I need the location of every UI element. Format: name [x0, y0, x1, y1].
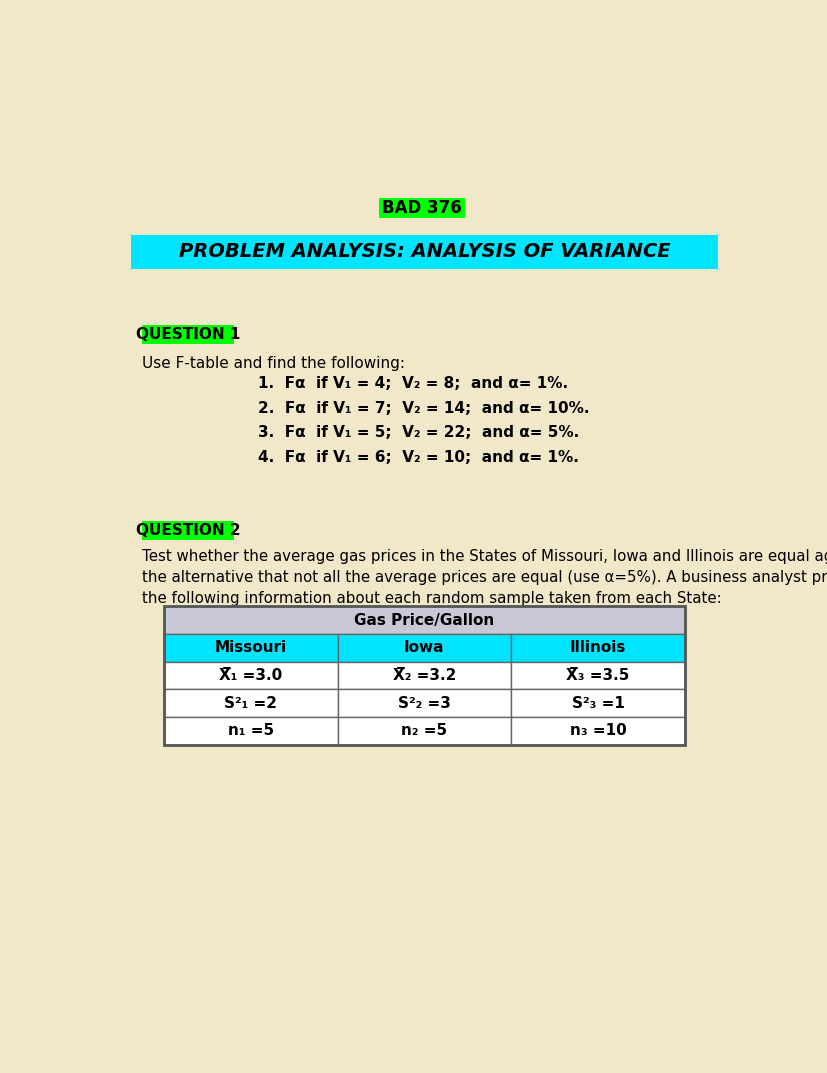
Text: Gas Price/Gallon: Gas Price/Gallon [354, 613, 494, 628]
Text: 2.  Fα  if V₁ = 7;  V₂ = 14;  and α= 10%.: 2. Fα if V₁ = 7; V₂ = 14; and α= 10%. [258, 400, 590, 415]
Text: X̅₂ =3.2: X̅₂ =3.2 [392, 668, 456, 682]
Text: Use F-table and find the following:: Use F-table and find the following: [142, 356, 404, 371]
Bar [164, 662, 337, 689]
Text: 4.  Fα  if V₁ = 6;  V₂ = 10;  and α= 1%.: 4. Fα if V₁ = 6; V₂ = 10; and α= 1%. [258, 450, 579, 465]
Bar [510, 634, 684, 662]
Text: Illinois: Illinois [569, 641, 625, 656]
Bar [142, 325, 233, 343]
Text: QUESTION 2: QUESTION 2 [136, 524, 240, 539]
Text: n₂ =5: n₂ =5 [401, 723, 447, 738]
Text: BAD 376: BAD 376 [382, 200, 461, 217]
Bar [337, 634, 510, 662]
Bar [164, 689, 337, 717]
Text: Missouri: Missouri [214, 641, 286, 656]
Text: S²₂ =3: S²₂ =3 [398, 695, 450, 710]
Bar [510, 689, 684, 717]
Bar [510, 662, 684, 689]
Text: QUESTION 1: QUESTION 1 [136, 327, 240, 342]
Text: 3.  Fα  if V₁ = 5;  V₂ = 22;  and α= 5%.: 3. Fα if V₁ = 5; V₂ = 22; and α= 5%. [258, 425, 579, 440]
Bar [337, 717, 510, 745]
Text: n₁ =5: n₁ =5 [227, 723, 274, 738]
Bar [142, 521, 233, 540]
Bar [164, 717, 337, 745]
Text: Iowa: Iowa [404, 641, 444, 656]
Bar [164, 606, 684, 745]
Text: X̅₃ =3.5: X̅₃ =3.5 [566, 668, 629, 682]
Text: S²₁ =2: S²₁ =2 [224, 695, 277, 710]
Bar [378, 199, 465, 218]
Text: X̅₁ =3.0: X̅₁ =3.0 [219, 668, 282, 682]
Text: PROBLEM ANALYSIS: ANALYSIS OF VARIANCE: PROBLEM ANALYSIS: ANALYSIS OF VARIANCE [179, 242, 669, 262]
Bar [164, 634, 337, 662]
Bar [510, 717, 684, 745]
Bar [131, 235, 717, 269]
Bar [337, 662, 510, 689]
Text: S²₃ =1: S²₃ =1 [571, 695, 624, 710]
Bar [337, 689, 510, 717]
Text: n₃ =10: n₃ =10 [569, 723, 625, 738]
Bar [164, 606, 684, 634]
Text: Test whether the average gas prices in the States of Missouri, Iowa and Illinois: Test whether the average gas prices in t… [142, 549, 827, 606]
Text: 1.  Fα  if V₁ = 4;  V₂ = 8;  and α= 1%.: 1. Fα if V₁ = 4; V₂ = 8; and α= 1%. [258, 376, 568, 391]
